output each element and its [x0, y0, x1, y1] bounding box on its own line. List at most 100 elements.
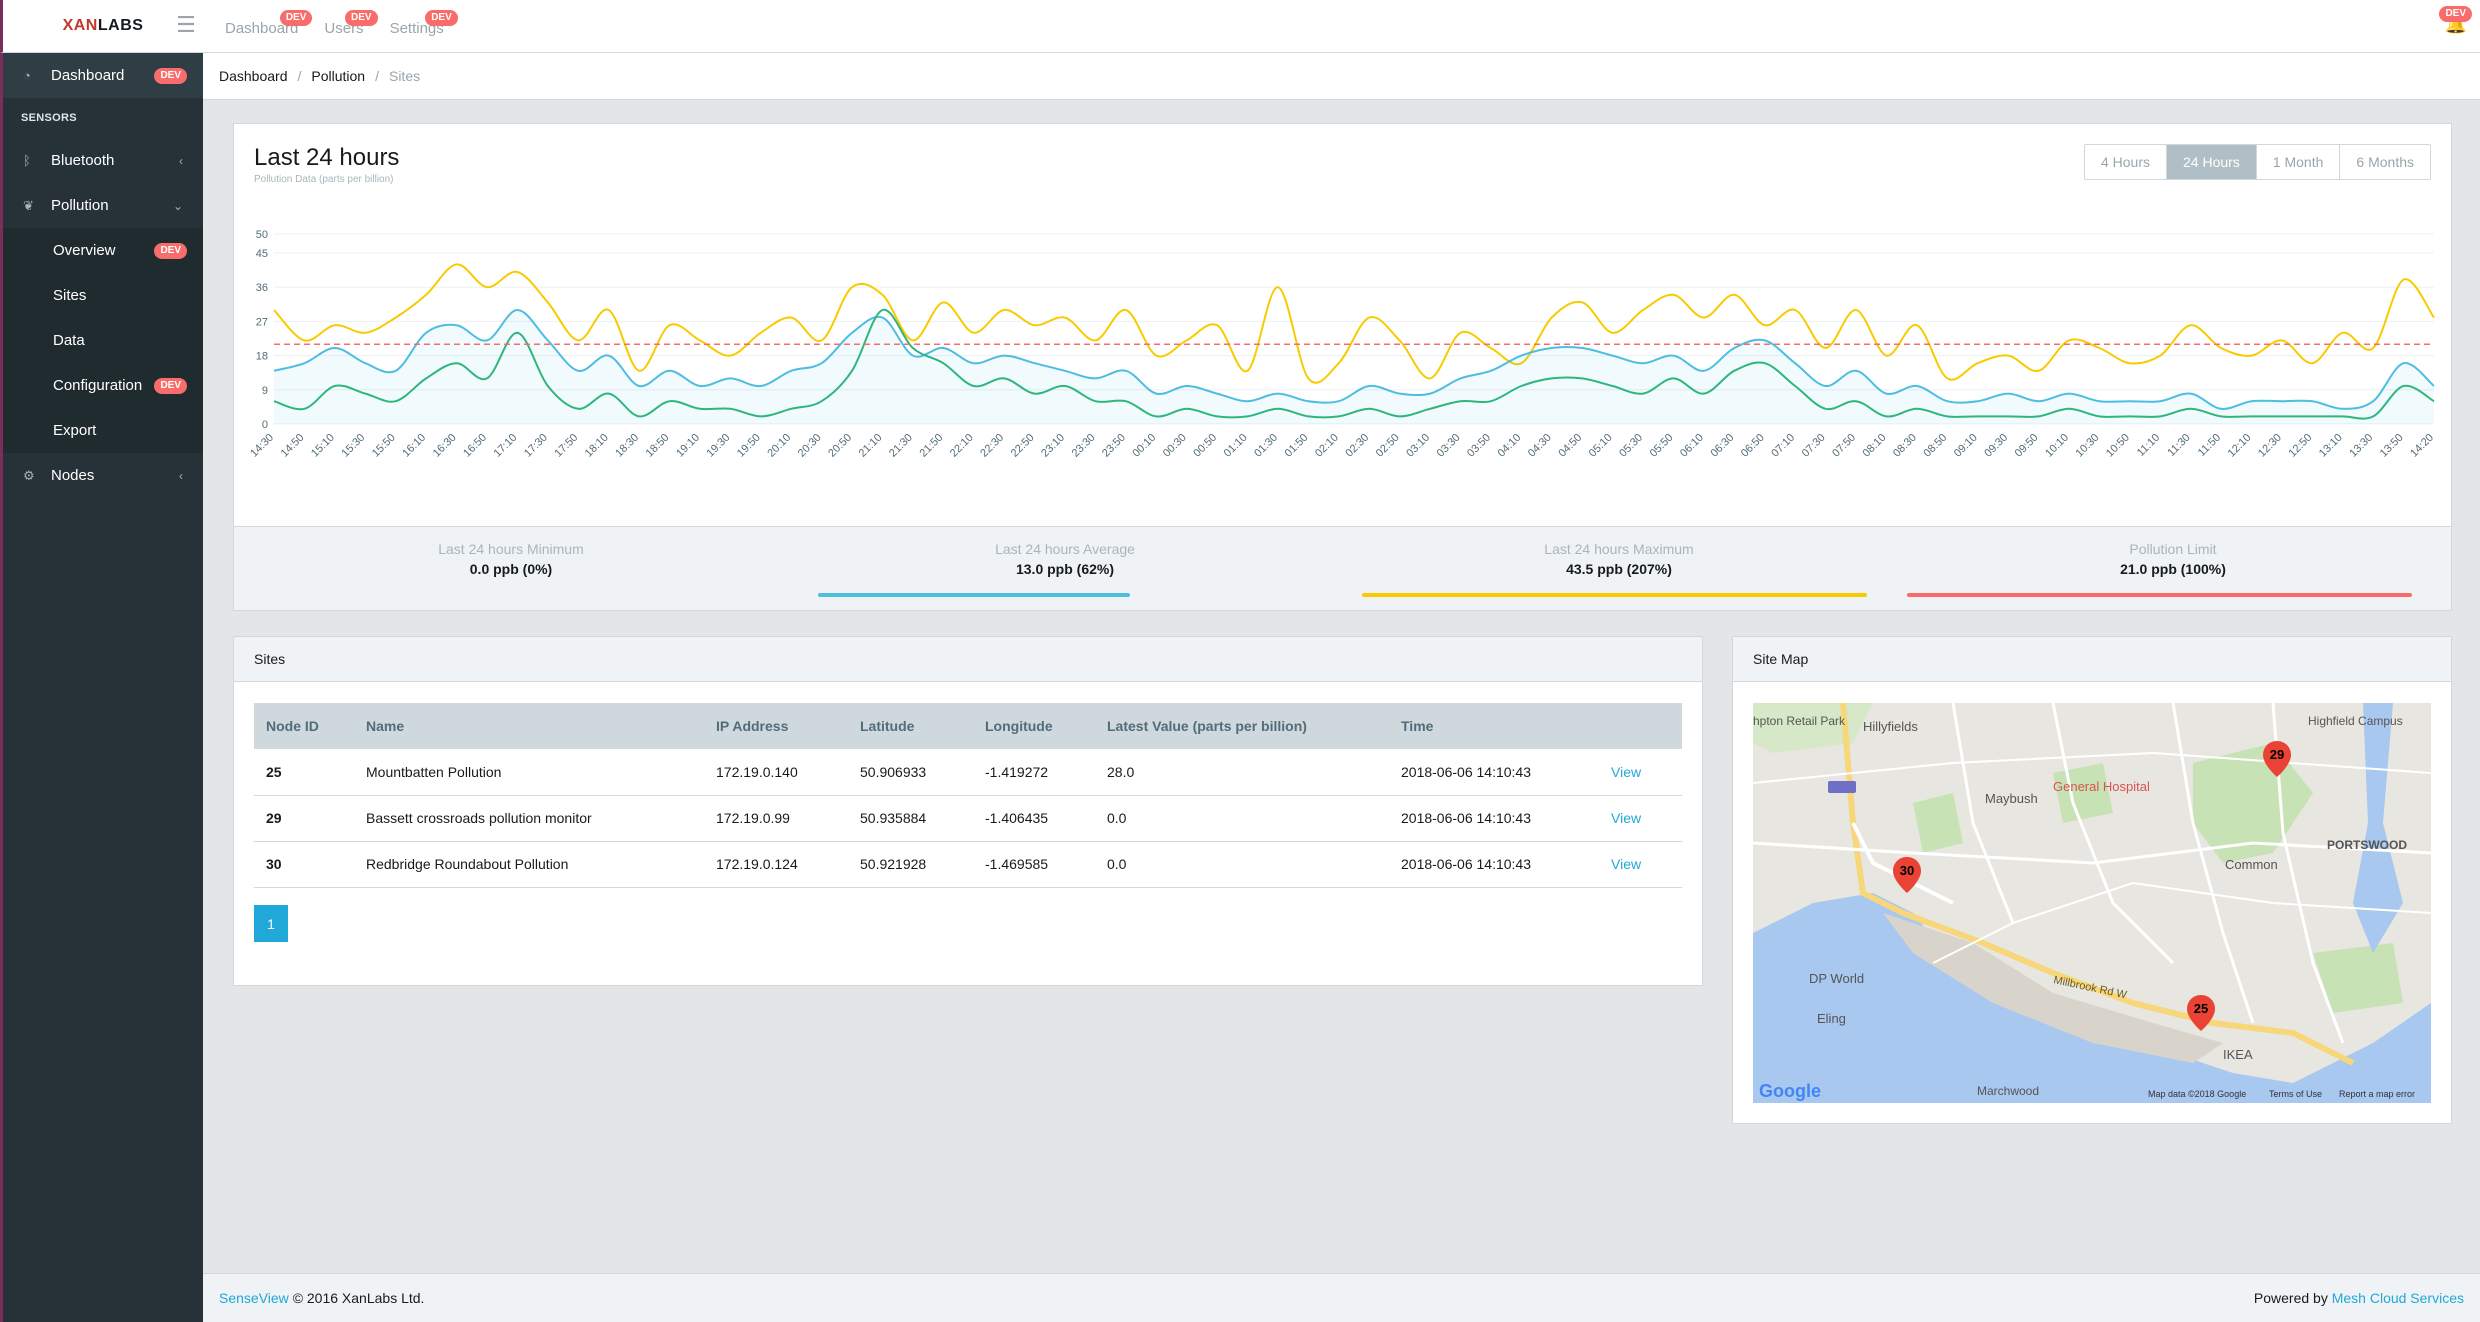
map-marker-25[interactable]: 25: [2187, 995, 2215, 1031]
chevron-left-icon: ‹: [179, 468, 183, 483]
x-tick-label: 10:30: [2074, 432, 2102, 460]
sidebar-item-label: Export: [53, 422, 97, 439]
chevron-left-icon: ‹: [179, 153, 183, 168]
top-nav-dashboard[interactable]: Dashboard DEV: [225, 9, 313, 37]
range-24-hours-button[interactable]: 24 Hours: [2167, 145, 2257, 179]
map-label-eling: Eling: [1817, 1011, 1846, 1026]
map-label-ikea: IKEA: [2223, 1047, 2253, 1062]
top-nav-settings[interactable]: Settings DEV: [390, 9, 458, 37]
x-tick-label: 23:30: [1070, 432, 1098, 460]
sites-table: Node ID Name IP Address Latitude Longitu…: [254, 703, 1682, 888]
breadcrumb-separator: /: [375, 68, 379, 84]
sidebar-item-pollution[interactable]: ❦ Pollution ⌄: [3, 183, 203, 228]
sidebar-item-bluetooth[interactable]: ᛒ Bluetooth ‹: [3, 138, 203, 183]
sidebar: ◔ Dashboard DEV SENSORS ᛒ Bluetooth ‹ ❦ …: [0, 53, 203, 1322]
sidebar-item-configuration[interactable]: Configuration DEV: [3, 363, 203, 408]
column-longitude: Longitude: [973, 703, 1095, 749]
breadcrumb-dashboard[interactable]: Dashboard: [219, 68, 288, 84]
x-tick-label: 13:30: [2347, 432, 2375, 460]
site-map-card: Site Map hpton Ret: [1732, 636, 2452, 1124]
x-tick-label: 05:30: [1617, 432, 1645, 460]
x-tick-label: 02:50: [1374, 432, 1402, 460]
map-attribution: Map data ©2018 Google: [2148, 1089, 2246, 1099]
range-1-month-button[interactable]: 1 Month: [2256, 145, 2341, 179]
brand-logo[interactable]: XAN LABS: [3, 0, 203, 52]
limit-progress-bar: [1907, 593, 2412, 597]
sidebar-item-dashboard[interactable]: ◔ Dashboard DEV: [3, 53, 203, 98]
breadcrumb-pollution[interactable]: Pollution: [311, 68, 366, 84]
view-link[interactable]: View: [1599, 749, 1682, 796]
top-nav-users[interactable]: Users DEV: [324, 9, 378, 37]
x-tick-label: 18:50: [644, 432, 672, 460]
map-report-error-link[interactable]: Report a map error: [2339, 1089, 2415, 1099]
x-tick-label: 00:30: [1161, 432, 1189, 460]
map-label-marchwood: Marchwood: [1977, 1084, 2039, 1098]
site-map[interactable]: hpton Retail Park Hillyfields Maybush Ge…: [1753, 703, 2431, 1103]
map-label-general-hospital: General Hospital: [2053, 779, 2150, 794]
sites-card: Sites Node ID Name IP Address Latitude L…: [233, 636, 1703, 986]
view-link[interactable]: View: [1599, 841, 1682, 888]
y-tick-label: 50: [256, 229, 268, 241]
sidebar-item-overview[interactable]: Overview DEV: [3, 228, 203, 273]
chart-title: Last 24 hours: [254, 144, 400, 171]
app-footer: SenseView © 2016 XanLabs Ltd. Powered by…: [203, 1273, 2480, 1322]
sidebar-item-nodes[interactable]: ⚙ Nodes ‹: [3, 453, 203, 498]
column-latest-value: Latest Value (parts per billion): [1095, 703, 1389, 749]
x-tick-label: 02:10: [1313, 432, 1341, 460]
pagination-page-1[interactable]: 1: [254, 905, 288, 942]
cell-name: Redbridge Roundabout Pollution: [354, 841, 704, 888]
range-4-hours-button[interactable]: 4 Hours: [2084, 145, 2167, 179]
time-range-selector: 4 Hours 24 Hours 1 Month 6 Months: [2083, 144, 2431, 180]
x-tick-label: 08:10: [1861, 432, 1889, 460]
x-tick-label: 15:30: [339, 432, 367, 460]
y-tick-label: 9: [262, 385, 268, 397]
chart-stats-footer: Last 24 hours Minimum 0.0 ppb (0%) Last …: [234, 526, 2451, 610]
x-tick-label: 16:30: [431, 432, 459, 460]
column-ip-address: IP Address: [704, 703, 848, 749]
x-tick-label: 17:50: [552, 432, 580, 460]
breadcrumb-sites: Sites: [388, 68, 421, 84]
brand-prefix: XAN: [62, 17, 98, 34]
map-marker-29[interactable]: 29: [2263, 735, 2292, 777]
map-marker-30[interactable]: 30: [1893, 857, 1921, 893]
sites-card-header: Sites: [234, 637, 1702, 682]
map-terms-link[interactable]: Terms of Use: [2269, 1089, 2322, 1099]
dev-badge: DEV: [154, 378, 187, 394]
sidebar-item-label: Nodes: [51, 467, 95, 484]
series-line-min: [273, 308, 2435, 420]
breadcrumb: Dashboard / Pollution / Sites: [203, 53, 2480, 100]
footer-product-link[interactable]: SenseView: [219, 1290, 289, 1306]
cell-node-id: 29: [254, 795, 354, 842]
sidebar-item-export[interactable]: Export: [3, 408, 203, 453]
stat-label: Pollution Limit: [2129, 541, 2217, 557]
view-link[interactable]: View: [1599, 795, 1682, 842]
brand-suffix: LABS: [97, 17, 144, 34]
cell-node-id: 25: [254, 749, 354, 796]
y-tick-label: 27: [256, 316, 268, 328]
x-tick-label: 13:50: [2378, 432, 2406, 460]
x-tick-label: 20:10: [765, 432, 793, 460]
hamburger-menu-icon[interactable]: ☰: [176, 12, 196, 37]
sidebar-item-data[interactable]: Data: [3, 318, 203, 363]
footer-vendor-link[interactable]: Mesh Cloud Services: [2331, 1290, 2464, 1306]
notification-bell-icon[interactable]: 🔔 DEV: [2439, 6, 2472, 38]
x-tick-label: 10:10: [2043, 432, 2071, 460]
x-tick-label: 07:10: [1769, 432, 1797, 460]
x-tick-label: 08:50: [1921, 432, 1949, 460]
map-label-highfield-campus: Highfield Campus: [2308, 714, 2403, 728]
x-tick-label: 03:50: [1465, 432, 1493, 460]
stat-label: Last 24 hours Maximum: [1544, 541, 1694, 557]
bluetooth-icon: ᛒ: [23, 153, 31, 168]
cell-node-id: 30: [254, 841, 354, 888]
x-tick-label: 12:10: [2226, 432, 2254, 460]
average-progress-bar: [818, 593, 1130, 597]
range-6-months-button[interactable]: 6 Months: [2340, 145, 2430, 179]
x-tick-label: 06:30: [1708, 432, 1736, 460]
nodes-icon: ⚙: [23, 467, 35, 483]
x-tick-label: 06:50: [1739, 432, 1767, 460]
leaf-icon: ❦: [23, 197, 34, 213]
cell-latitude: 50.906933: [848, 749, 973, 796]
x-tick-label: 16:50: [461, 432, 489, 460]
dev-badge: DEV: [345, 9, 378, 26]
sidebar-item-sites[interactable]: Sites: [3, 273, 203, 318]
